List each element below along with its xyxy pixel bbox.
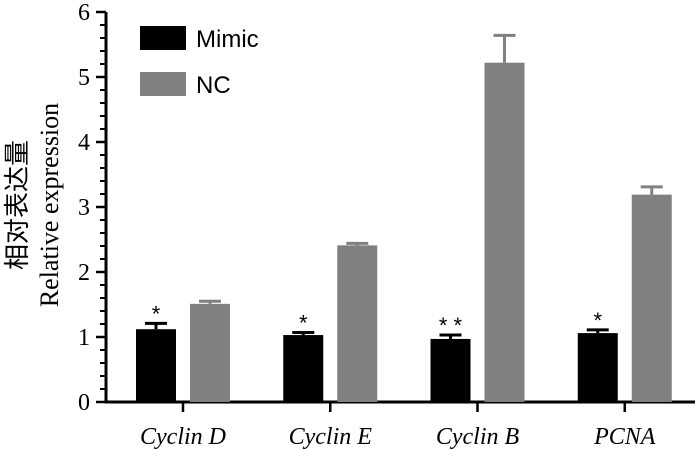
y-tick-label: 0	[78, 390, 90, 416]
y-axis-title-cn: 相对表达量	[3, 140, 32, 270]
bar-mimic-cyclin-b	[430, 338, 471, 402]
legend-label-nc: NC	[196, 72, 231, 99]
y-tick-label: 2	[78, 260, 90, 286]
bar-mimic-cyclin-e	[283, 335, 324, 402]
y-tick-label: 4	[78, 130, 90, 156]
legend-swatch-nc	[140, 72, 186, 96]
legend-swatch-mimic	[140, 26, 186, 50]
bar-mimic-cyclin-d	[136, 329, 176, 402]
y-tick-label: 6	[78, 0, 90, 26]
x-tick-label: Cyclin B	[436, 424, 520, 450]
y-tick-label: 3	[78, 195, 90, 221]
x-tick-label: PCNA	[593, 424, 656, 450]
y-tick-label: 1	[78, 325, 90, 351]
legend-label-mimic: Mimic	[196, 26, 259, 53]
bar-nc-pcna	[631, 194, 672, 402]
y-axis-title: 相对表达量 Relative expression	[3, 103, 64, 307]
bar-nc-cyclin-e	[337, 245, 378, 402]
bar-mimic-pcna	[577, 333, 618, 402]
bar-nc-cyclin-b	[484, 62, 525, 402]
y-tick-label: 5	[78, 65, 90, 91]
x-tick-label: Cyclin E	[289, 424, 373, 450]
bars: * * * * *	[136, 33, 672, 402]
significance-annotation: * *	[439, 313, 463, 338]
bar-nc-cyclin-d	[190, 303, 230, 402]
significance-annotation: *	[593, 308, 602, 333]
x-tick-label: Cyclin D	[140, 424, 226, 450]
y-axis-title-en: Relative expression	[35, 103, 64, 307]
legend: Mimic NC	[140, 26, 259, 99]
significance-annotation: *	[152, 301, 161, 326]
significance-annotation: *	[299, 310, 308, 335]
